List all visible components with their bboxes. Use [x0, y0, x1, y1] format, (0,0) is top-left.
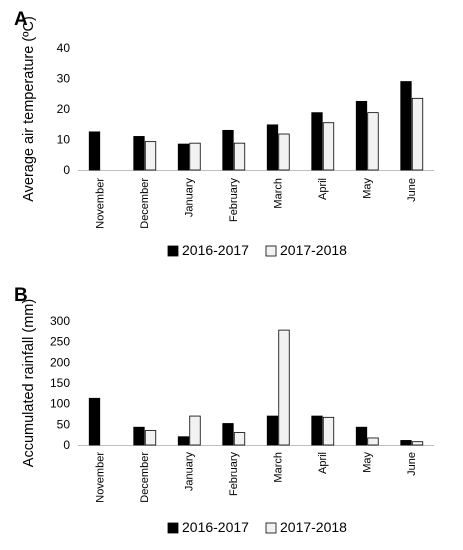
- bar-2016-2017-March: [266, 124, 279, 171]
- bar-2016-2017-January: [177, 436, 190, 446]
- legend-label: 2016-2017: [182, 519, 249, 535]
- y-tick-label: 250: [50, 335, 70, 349]
- bar-2017-2018-May: [367, 112, 379, 171]
- y-tick-label: 150: [50, 376, 70, 390]
- legend-label: 2017-2018: [280, 519, 347, 535]
- legend-swatch-2016-2017: [167, 522, 179, 534]
- x-tick-label: June: [406, 178, 418, 202]
- x-tick-label: February: [228, 452, 240, 497]
- y-tick-label: 0: [63, 438, 70, 452]
- x-tick-label: January: [183, 178, 195, 218]
- bar-2016-2017-February: [222, 423, 234, 446]
- panel-label-A: A: [14, 9, 28, 30]
- y-tick-label: 50: [57, 417, 71, 431]
- y-tick-label: 100: [50, 397, 70, 411]
- y-tick-label: 300: [50, 314, 70, 328]
- bar-2017-2018-April: [322, 416, 335, 446]
- legend-label: 2017-2018: [280, 242, 347, 258]
- bar-2016-2017-March: [266, 415, 279, 446]
- bar-2017-2018-March: [278, 133, 290, 171]
- y-tick-label: 0: [63, 163, 70, 177]
- bar-2016-2017-April: [311, 112, 323, 171]
- bar-2017-2018-February: [233, 432, 246, 446]
- bar-2017-2018-June: [411, 441, 424, 446]
- legend-swatch-2017-2018: [265, 522, 277, 534]
- bar-2017-2018-March: [278, 329, 290, 446]
- bar-2016-2017-January: [177, 143, 190, 171]
- bar-2017-2018-February: [233, 142, 246, 171]
- bar-2016-2017-May: [355, 100, 368, 171]
- x-tick-label: March: [272, 452, 284, 483]
- x-tick-label: January: [183, 452, 195, 492]
- bar-2017-2018-May: [367, 437, 379, 446]
- x-tick-label: December: [139, 178, 151, 229]
- legend-label: 2016-2017: [182, 242, 249, 258]
- x-tick-label: December: [139, 452, 151, 503]
- bar-2016-2017-April: [311, 415, 323, 446]
- bar-2017-2018-January: [189, 142, 201, 171]
- bar-2017-2018-December: [144, 430, 157, 446]
- panel-label-B: B: [14, 285, 28, 306]
- bar-2016-2017-February: [222, 129, 234, 171]
- y-tick-label: 40: [57, 41, 71, 55]
- x-tick-label: May: [361, 452, 373, 473]
- x-tick-label: November: [94, 178, 106, 229]
- legend-swatch-2017-2018: [265, 245, 277, 257]
- x-tick-label: April: [317, 178, 329, 200]
- bar-2016-2017-June: [400, 81, 412, 171]
- bar-2017-2018-December: [144, 141, 157, 171]
- legend-swatch-2016-2017: [167, 245, 179, 257]
- bar-2016-2017-May: [355, 426, 368, 446]
- y-tick-label: 200: [50, 355, 70, 369]
- x-tick-label: November: [94, 452, 106, 503]
- bar-2017-2018-April: [322, 122, 335, 171]
- bar-2017-2018-June: [411, 97, 424, 171]
- x-tick-label: March: [272, 178, 284, 209]
- y-tick-label: 30: [57, 72, 71, 86]
- y-axis-title: Accumulated rainfall (mm): [21, 299, 37, 467]
- bar-2016-2017-December: [133, 426, 145, 446]
- y-axis-title: Average air temperature (ºC): [21, 16, 37, 202]
- x-tick-label: April: [317, 452, 329, 474]
- bar-2017-2018-January: [189, 415, 201, 446]
- bar-2016-2017-November: [88, 397, 101, 446]
- y-tick-label: 10: [57, 133, 71, 147]
- x-tick-label: February: [228, 178, 240, 223]
- bar-2016-2017-November: [88, 131, 101, 171]
- x-tick-label: May: [361, 178, 373, 199]
- bar-2016-2017-June: [400, 440, 412, 446]
- y-tick-label: 20: [57, 102, 71, 116]
- x-tick-label: June: [406, 452, 418, 476]
- bar-2016-2017-December: [133, 136, 145, 171]
